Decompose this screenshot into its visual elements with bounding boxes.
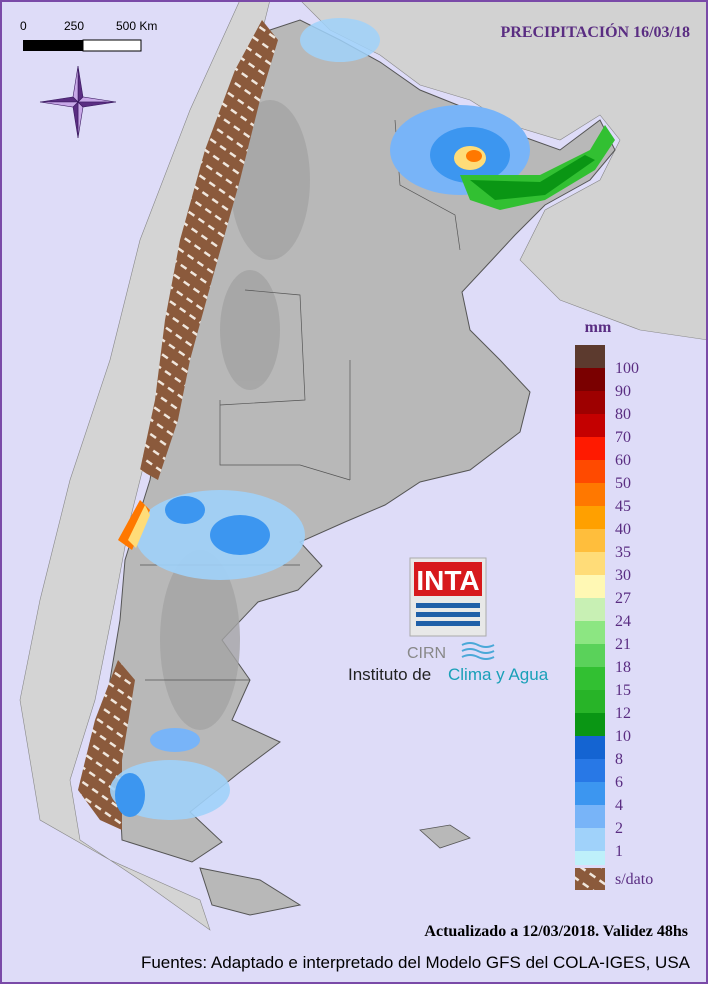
legend-swatch: [575, 851, 605, 865]
legend-label: 100: [615, 360, 639, 377]
legend-label: 4: [615, 797, 623, 814]
legend-label: 45: [615, 498, 631, 515]
legend-swatch: [575, 598, 605, 621]
legend-label: 40: [615, 521, 631, 538]
legend-swatch: [575, 667, 605, 690]
legend-label: 27: [615, 590, 631, 607]
legend-swatch: [575, 414, 605, 437]
legend-swatch: [575, 736, 605, 759]
scale-bar: [82, 39, 142, 52]
legend-swatch: [575, 506, 605, 529]
scale-bar: [23, 40, 83, 51]
legend-label: s/dato: [615, 871, 653, 888]
inta-logo: INTA CIRN Instituto de Clima y Agua: [348, 557, 549, 684]
scale-label: 500 Km: [116, 19, 157, 33]
legend-swatch: [575, 552, 605, 575]
neighbour-countries: [299, 0, 708, 341]
legend-label: 8: [615, 751, 623, 768]
legend: mm s/dato 100908070605045403530272421181…: [575, 319, 653, 890]
legend-swatch: [575, 391, 605, 414]
map-title: PRECIPITACIÓN 16/03/18: [501, 22, 691, 41]
legend-label: 30: [615, 567, 631, 584]
legend-swatch: [575, 713, 605, 736]
legend-label: 50: [615, 475, 631, 492]
legend-label: 2: [615, 820, 623, 837]
legend-swatch: [575, 460, 605, 483]
legend-label: 18: [615, 659, 631, 676]
sources-note: Fuentes: Adaptado e interpretado del Mod…: [141, 953, 691, 972]
legend-label: 24: [615, 613, 631, 630]
legend-swatch: [575, 868, 605, 890]
logo-institute-highlight: Clima y Agua: [448, 665, 549, 684]
legend-swatch: [575, 690, 605, 713]
legend-label: 21: [615, 636, 631, 653]
legend-swatch: [575, 644, 605, 667]
argentina: [101, 19, 616, 863]
logo-brand: INTA: [416, 565, 479, 596]
legend-label: 70: [615, 429, 631, 446]
logo-unit: CIRN: [407, 645, 446, 662]
scale-label: 0: [20, 19, 27, 33]
legend-swatch: [575, 483, 605, 506]
legend-swatch: [575, 805, 605, 828]
legend-swatch: [575, 437, 605, 460]
legend-swatch: [575, 575, 605, 598]
legend-swatch: [575, 828, 605, 851]
legend-swatch: [575, 759, 605, 782]
logo-institute: Instituto de: [348, 665, 431, 684]
legend-label: 80: [615, 406, 631, 423]
legend-label: 12: [615, 705, 631, 722]
scale-label: 250: [64, 19, 84, 33]
legend-label: 1: [615, 843, 623, 860]
legend-label: 15: [615, 682, 631, 699]
legend-label: 35: [615, 544, 631, 561]
tierra-del-fuego: [199, 867, 302, 916]
legend-label: 60: [615, 452, 631, 469]
legend-unit: mm: [585, 319, 612, 336]
updated-note: Actualizado a 12/03/2018. Validez 48hs: [424, 923, 688, 940]
legend-label: 6: [615, 774, 623, 791]
legend-swatch: [575, 782, 605, 805]
legend-swatch: [575, 345, 605, 368]
legend-label: 90: [615, 383, 631, 400]
legend-label: 10: [615, 728, 631, 745]
islas-malvinas: [419, 824, 471, 849]
no-data-area: [140, 20, 278, 480]
legend-swatch: [575, 621, 605, 644]
precipitation-areas: [110, 18, 615, 820]
compass: [39, 65, 117, 139]
legend-swatch: [575, 368, 605, 391]
legend-swatch: [575, 529, 605, 552]
